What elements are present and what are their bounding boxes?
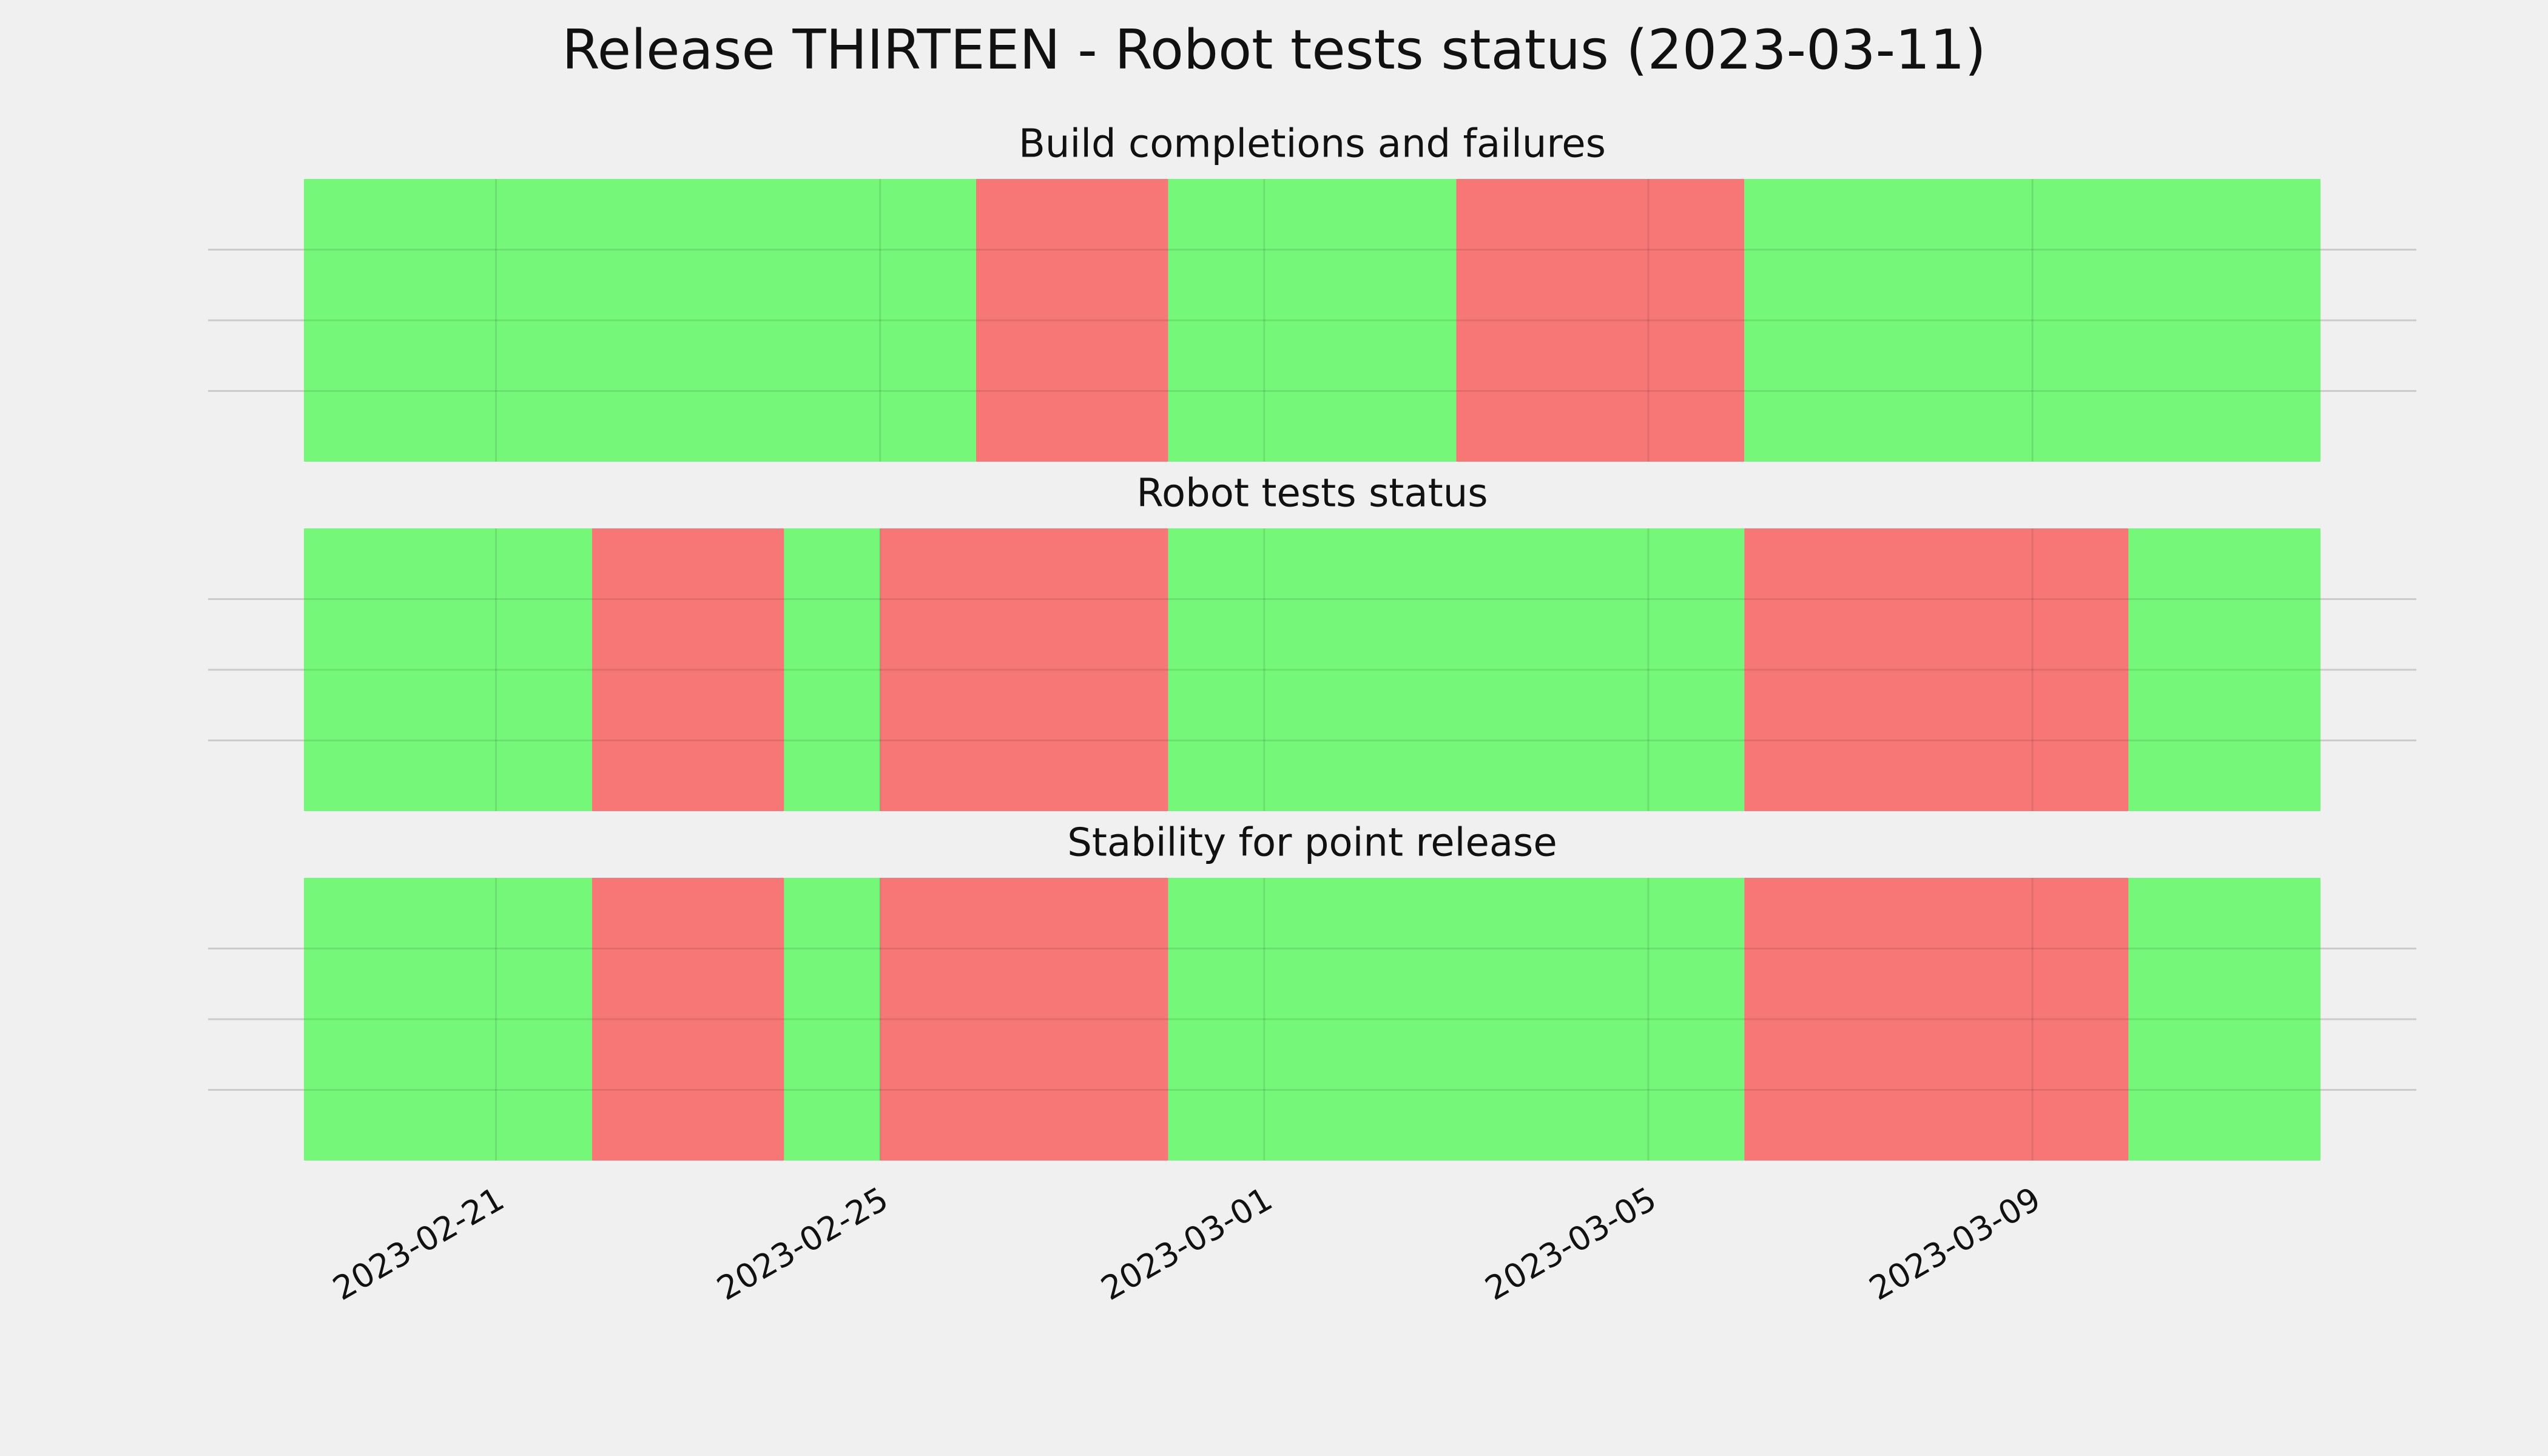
panel-title: Build completions and failures [1019, 122, 1606, 167]
status-span [592, 528, 784, 811]
status-span [304, 878, 592, 1161]
status-span [304, 528, 592, 811]
status-span [784, 528, 880, 811]
x-tick-label: 2023-03-01 [1094, 1179, 1278, 1307]
status-span [1168, 878, 1745, 1161]
status-span [976, 179, 1168, 462]
status-span [1168, 179, 1457, 462]
status-span [592, 878, 784, 1161]
status-span [880, 528, 1168, 811]
status-span [784, 878, 880, 1161]
status-span [2128, 878, 2320, 1161]
status-span [1744, 179, 2320, 462]
status-span [304, 179, 976, 462]
status-span [2128, 528, 2320, 811]
status-span [880, 878, 1168, 1161]
panel-title: Stability for point release [1067, 821, 1557, 866]
x-tick-label: 2023-03-09 [1863, 1179, 2047, 1307]
x-tick-label: 2023-02-21 [326, 1179, 510, 1307]
status-span [1456, 179, 1745, 462]
status-span [1744, 878, 2129, 1161]
x-tick-label: 2023-02-25 [710, 1179, 894, 1307]
chart-title: Release THIRTEEN - Robot tests status (2… [562, 18, 1986, 82]
panel-title: Robot tests status [1136, 471, 1488, 516]
status-span [1168, 528, 1745, 811]
x-tick-label: 2023-03-05 [1479, 1179, 1663, 1307]
status-span [1744, 528, 2129, 811]
